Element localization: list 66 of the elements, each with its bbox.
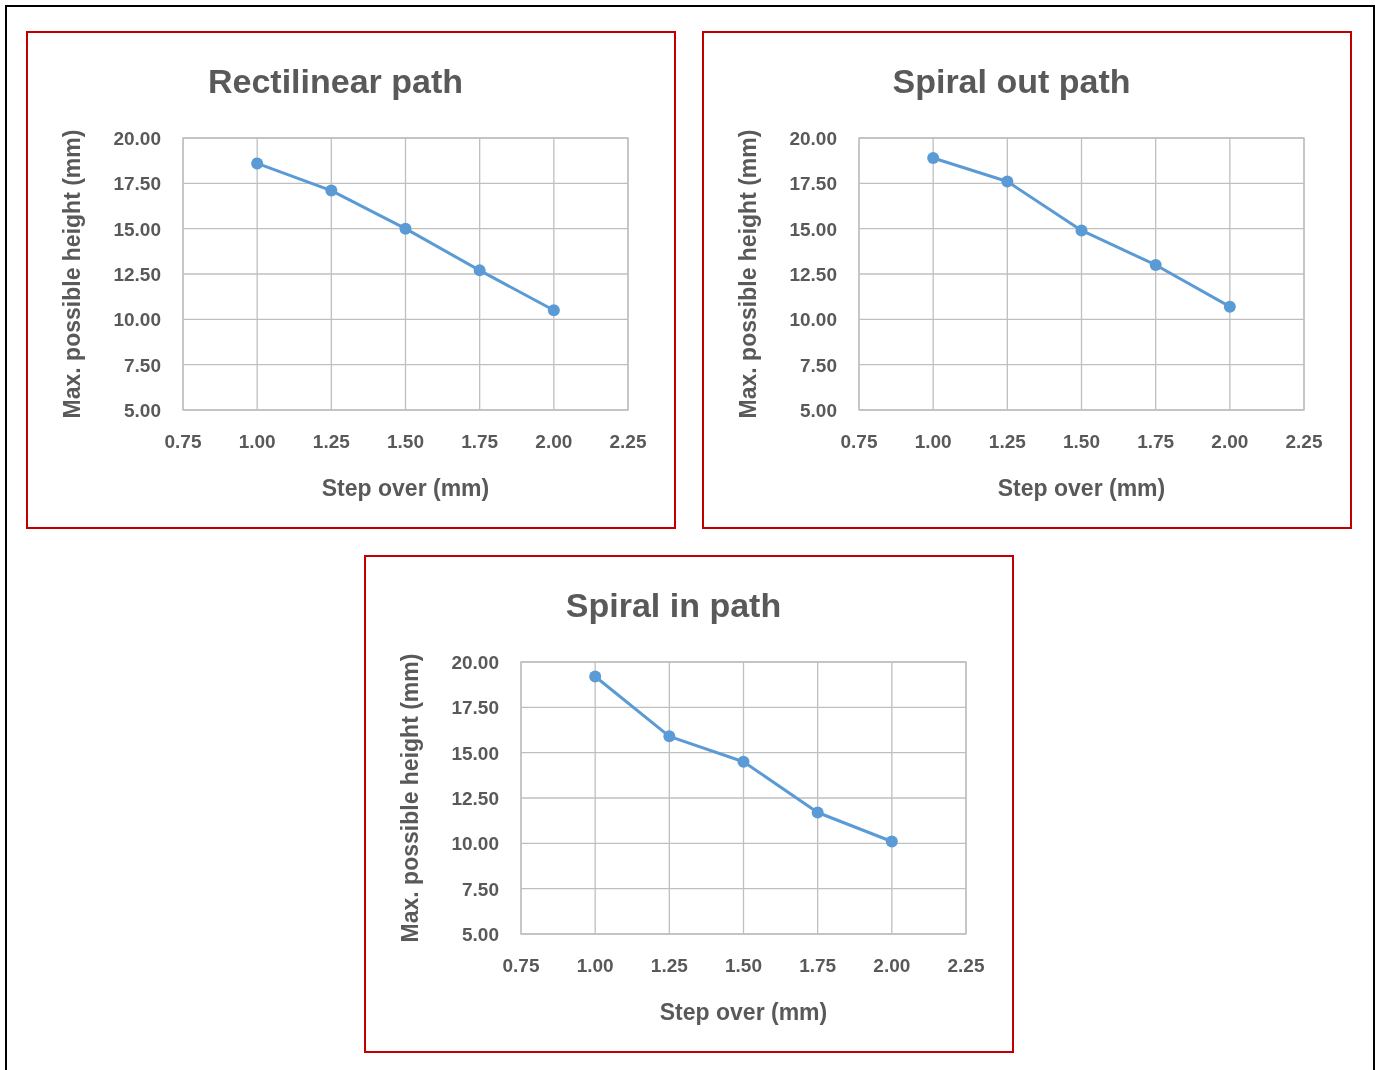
y-axis-title: Max. possible height (mm) [735, 129, 761, 419]
x-tick-label: 1.00 [914, 431, 952, 452]
x-tick-label: 1.50 [725, 955, 762, 976]
y-tick-label: 10.00 [113, 309, 161, 331]
point [927, 151, 940, 164]
y-axis-title: Max. possible height (mm) [59, 129, 85, 419]
y-tick-label: 7.50 [800, 354, 837, 376]
point [589, 670, 602, 683]
y-tick-label: 15.00 [789, 218, 837, 240]
y-tick-label: 12.50 [113, 264, 161, 285]
y-tick-label: 5.00 [800, 400, 837, 421]
y-tick-label: 10.00 [451, 833, 499, 855]
x-axis-title: Step over (mm) [321, 475, 490, 501]
x-axis-title: Step over (mm) [659, 999, 828, 1025]
point [663, 730, 676, 743]
x-tick-label: 1.75 [461, 431, 499, 452]
x-tick-label: 1.50 [387, 431, 424, 452]
y-tick-label: 15.00 [113, 218, 161, 240]
y-tick-label: 12.50 [451, 788, 499, 809]
point [885, 835, 898, 848]
y-tick-label: 7.50 [124, 354, 161, 376]
x-tick-label: 0.75 [840, 431, 878, 452]
x-tick-label: 1.25 [650, 955, 689, 976]
y-tick-label: 17.50 [113, 173, 161, 195]
point [811, 806, 824, 819]
x-tick-label: 1.75 [1137, 431, 1175, 452]
x-tick-label: 0.75 [164, 431, 202, 452]
y-tick-label: 20.00 [789, 128, 837, 149]
x-tick-label: 2.25 [947, 955, 985, 976]
chart-title: Spiral out path [892, 62, 1131, 100]
y-tick-label: 20.00 [113, 128, 161, 149]
y-tick-label: 12.50 [789, 264, 837, 285]
y-axis-title: Max. possible height (mm) [397, 653, 423, 943]
y-tick-label: 15.00 [451, 742, 499, 764]
x-tick-label: 2.25 [609, 431, 647, 452]
y-tick-label: 20.00 [451, 652, 499, 673]
x-tick-label: 0.75 [502, 955, 540, 976]
x-tick-label: 2.00 [535, 431, 573, 452]
point [737, 755, 750, 768]
point [473, 264, 486, 277]
y-tick-label: 5.00 [462, 924, 499, 945]
x-tick-label: 1.50 [1063, 431, 1100, 452]
x-tick-label: 1.25 [312, 431, 351, 452]
x-tick-label: 2.00 [873, 955, 911, 976]
x-axis-title: Step over (mm) [997, 475, 1166, 501]
point [1149, 258, 1162, 271]
y-tick-label: 17.50 [451, 697, 499, 719]
y-tick-label: 5.00 [124, 400, 161, 421]
point [1075, 224, 1088, 237]
point [251, 157, 264, 170]
x-tick-label: 2.00 [1211, 431, 1249, 452]
point [399, 222, 412, 235]
x-tick-label: 1.00 [238, 431, 276, 452]
point [325, 184, 338, 197]
x-tick-label: 2.25 [1285, 431, 1323, 452]
chart-title: Spiral in path [565, 586, 782, 624]
point [547, 304, 560, 317]
chart-title: Rectilinear path [207, 62, 464, 100]
x-tick-label: 1.25 [988, 431, 1027, 452]
point [1001, 175, 1014, 188]
x-tick-label: 1.00 [576, 955, 614, 976]
point [1223, 300, 1236, 313]
y-tick-label: 10.00 [789, 309, 837, 331]
x-tick-label: 1.75 [799, 955, 837, 976]
y-tick-label: 7.50 [462, 878, 499, 900]
y-tick-label: 17.50 [789, 173, 837, 195]
